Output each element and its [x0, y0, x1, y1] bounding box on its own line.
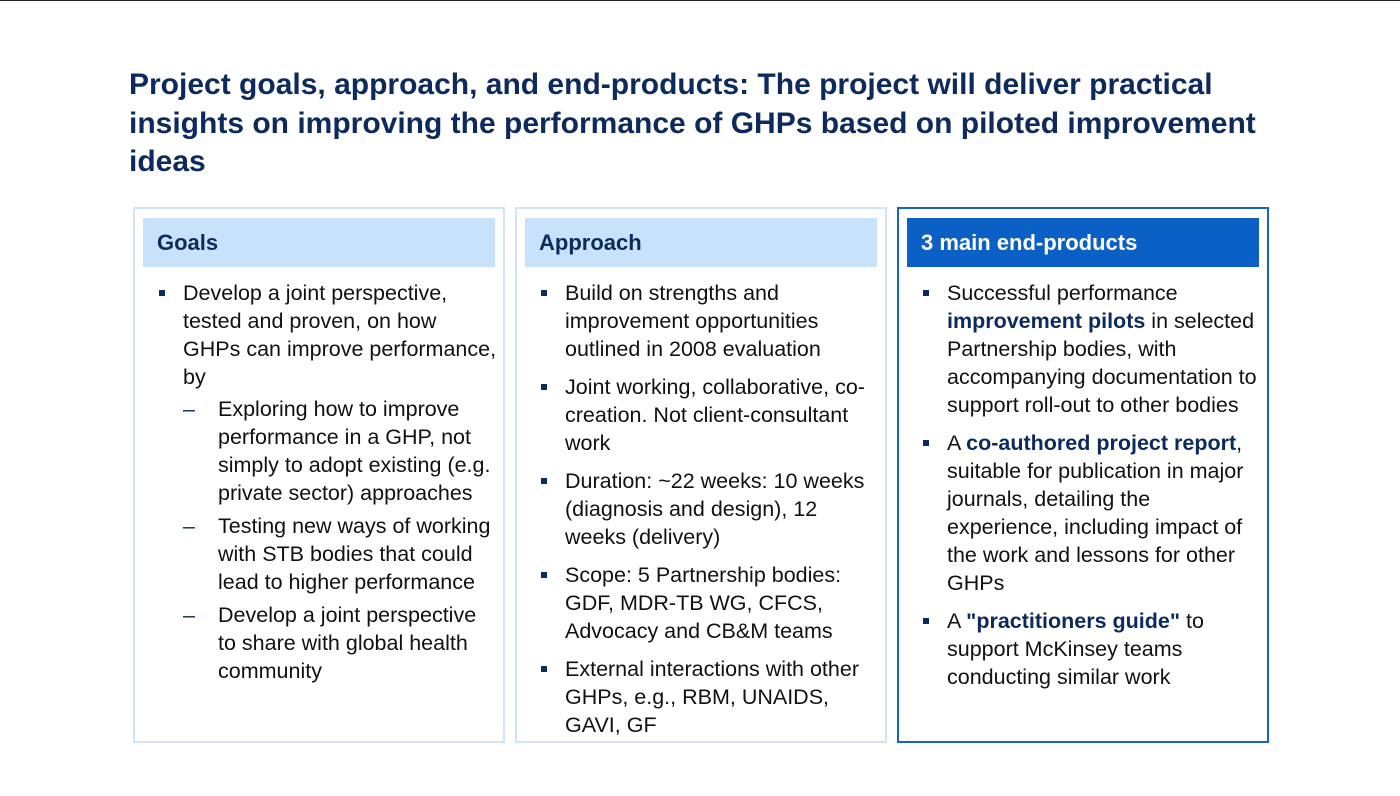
bullet-square-icon — [541, 478, 547, 484]
bullet-square-icon — [541, 290, 547, 296]
endproducts-header: 3 main end-products — [907, 218, 1259, 267]
ep-text: A — [947, 431, 967, 455]
bullet-square-icon — [923, 618, 929, 624]
ep-text: in selected Partnership bodies, with acc… — [947, 309, 1257, 417]
goals-header: Goals — [143, 218, 495, 267]
dash-icon: – — [183, 603, 195, 627]
goals-sub-text: Exploring how to improve performance in … — [218, 397, 491, 505]
list-item: Develop a joint perspective, tested and … — [159, 279, 499, 685]
dash-icon: – — [183, 397, 195, 421]
bullet-square-icon — [923, 440, 929, 446]
list-item: Build on strengths and improvement oppor… — [541, 279, 881, 363]
approach-column: Approach Build on strengths and improvem… — [515, 207, 887, 743]
list-item: – Exploring how to improve performance in… — [183, 395, 499, 507]
list-item: Successful performance improvement pilot… — [923, 279, 1263, 419]
list-item: – Testing new ways of working with STB bo… — [183, 512, 499, 596]
endproducts-list: Successful performance improvement pilot… — [923, 279, 1263, 701]
bullet-square-icon — [541, 666, 547, 672]
list-item: External interactions with other GHPs, e… — [541, 655, 881, 739]
list-item: Duration: ~22 weeks: 10 weeks (diagnosis… — [541, 467, 881, 551]
approach-item-text: External interactions with other GHPs, e… — [565, 657, 859, 737]
ep-text: Successful performance — [947, 281, 1178, 305]
goals-column: Goals Develop a joint perspective, teste… — [133, 207, 505, 743]
bullet-square-icon — [159, 290, 165, 296]
list-item: A "practitioners guide" to support McKin… — [923, 607, 1263, 691]
approach-header: Approach — [525, 218, 877, 267]
goals-list: Develop a joint perspective, tested and … — [159, 279, 499, 695]
ep-text: A — [947, 609, 967, 633]
bullet-square-icon — [541, 384, 547, 390]
dash-icon: – — [183, 514, 195, 538]
approach-item-text: Build on strengths and improvement oppor… — [565, 281, 821, 361]
top-rule — [0, 0, 1400, 1]
endproducts-column: 3 main end-products Successful performan… — [897, 207, 1269, 743]
list-item: – Develop a joint perspective to share wi… — [183, 601, 499, 685]
slide-title: Project goals, approach, and end-product… — [129, 68, 1256, 178]
goals-main-text: Develop a joint perspective, tested and … — [183, 281, 497, 389]
ep-text: to support McKinsey teams conducting sim… — [947, 609, 1204, 689]
ep-highlight: improvement pilots — [947, 309, 1146, 333]
goals-sub-list: – Exploring how to improve performance in… — [183, 395, 499, 685]
list-item: Scope: 5 Partnership bodies: GDF, MDR-TB… — [541, 561, 881, 645]
ep-text: , suitable for publication in major jour… — [947, 431, 1244, 595]
goals-sub-text: Develop a joint perspective to share wit… — [218, 603, 477, 683]
bullet-square-icon — [541, 572, 547, 578]
approach-list: Build on strengths and improvement oppor… — [541, 279, 881, 749]
ep-highlight: "practitioners guide" — [966, 609, 1181, 633]
list-item: Joint working, collaborative, co-creatio… — [541, 373, 881, 457]
bullet-square-icon — [923, 290, 929, 296]
ep-highlight: co-authored project report — [966, 431, 1237, 455]
approach-item-text: Scope: 5 Partnership bodies: GDF, MDR-TB… — [565, 563, 842, 643]
list-item: A co-authored project report, suitable f… — [923, 429, 1263, 597]
goals-sub-text: Testing new ways of working with STB bod… — [218, 514, 491, 594]
approach-item-text: Duration: ~22 weeks: 10 weeks (diagnosis… — [565, 469, 865, 549]
approach-item-text: Joint working, collaborative, co-creatio… — [565, 375, 865, 455]
